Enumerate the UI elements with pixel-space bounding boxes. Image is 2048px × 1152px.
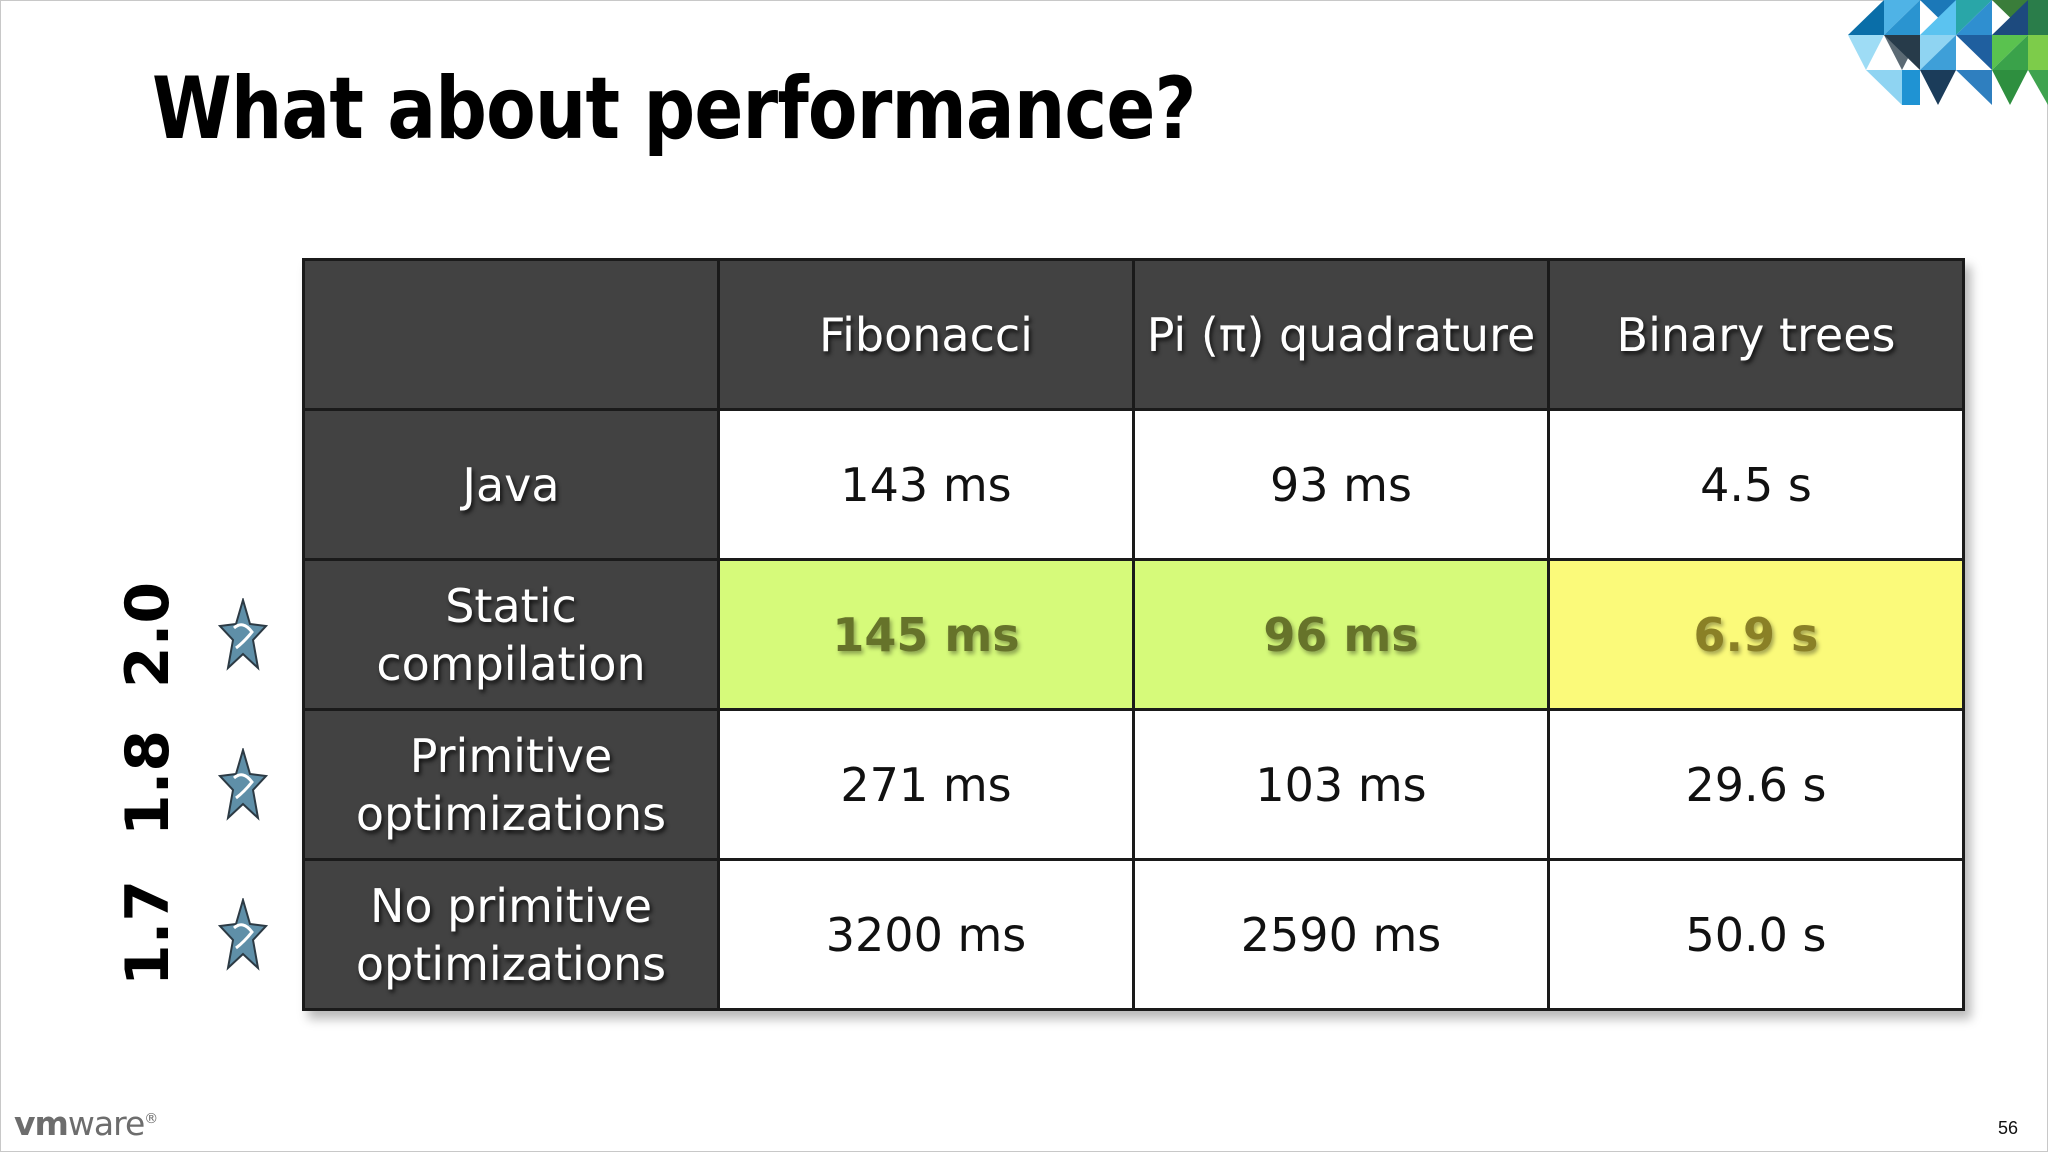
highlighted-cell: 96 ms [1132, 558, 1550, 711]
column-header-pi-quadrature: Pi (π) quadrature [1132, 258, 1550, 411]
row-label: Primitive optimizations [302, 708, 720, 861]
table-header-row: Fibonacci Pi (π) quadrature Binary trees [302, 258, 1965, 411]
table-row-static-compilation: Static compilation 145 ms 96 ms 6.9 s [302, 558, 1965, 711]
groovy-star-icon [218, 898, 268, 971]
table-cell: 2590 ms [1132, 858, 1550, 1011]
table-cell: 4.5 s [1547, 408, 1965, 561]
vmware-corner-logo [1848, 0, 2048, 105]
table-cell: 143 ms [717, 408, 1135, 561]
table-cell: 50.0 s [1547, 858, 1965, 1011]
table-cell: 271 ms [717, 708, 1135, 861]
table-row-no-primitive-optimizations: No primitive optimizations 3200 ms 2590 … [302, 858, 1965, 1011]
column-header-fibonacci: Fibonacci [717, 258, 1135, 411]
row-label: Static compilation [302, 558, 720, 711]
table-row-java: Java 143 ms 93 ms 4.5 s [302, 408, 1965, 561]
highlighted-cell: 6.9 s [1547, 558, 1965, 711]
vmware-logo: vmware® [14, 1104, 158, 1143]
page-number: 56 [1997, 1118, 2018, 1138]
groovy-star-icon [218, 598, 268, 671]
version-label-2-0: 2.0 [113, 581, 184, 689]
row-label: No primitive optimizations [302, 858, 720, 1011]
slide-title: What about performance? [152, 59, 1196, 159]
table-cell: 103 ms [1132, 708, 1550, 861]
groovy-star-icon [218, 748, 268, 821]
header-corner-cell [302, 258, 720, 411]
column-header-binary-trees: Binary trees [1547, 258, 1965, 411]
highlighted-cell: 145 ms [717, 558, 1135, 711]
table-cell: 3200 ms [717, 858, 1135, 1011]
row-label: Java [302, 408, 720, 561]
version-label-1-8: 1.8 [113, 729, 184, 837]
table-cell: 93 ms [1132, 408, 1550, 561]
table-cell: 29.6 s [1547, 708, 1965, 861]
version-label-1-7: 1.7 [113, 879, 184, 987]
performance-table: Fibonacci Pi (π) quadrature Binary trees… [302, 258, 1965, 1011]
table-row-primitive-optimizations: Primitive optimizations 271 ms 103 ms 29… [302, 708, 1965, 861]
